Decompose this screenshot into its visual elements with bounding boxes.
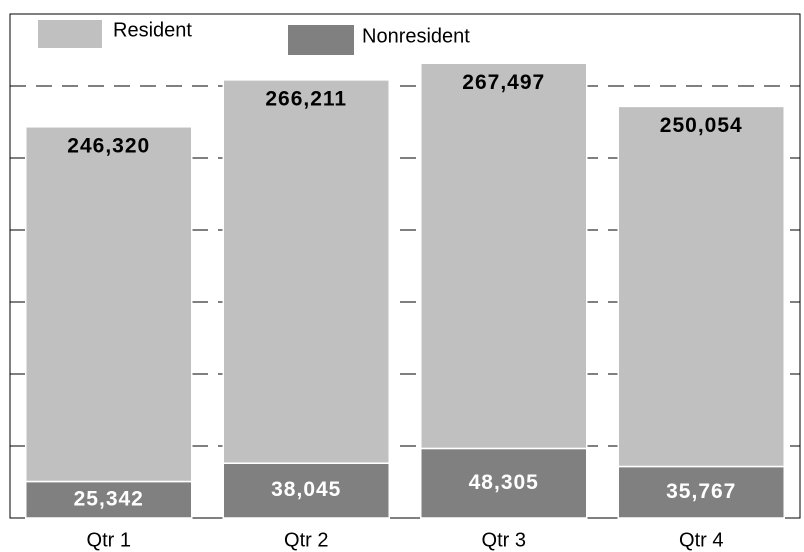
bar-segment xyxy=(222,79,390,464)
value-label: 250,054 xyxy=(660,114,743,137)
value-label: 25,342 xyxy=(74,487,144,510)
value-label: 266,211 xyxy=(265,87,347,110)
plot-frame xyxy=(9,13,801,519)
value-label: 48,305 xyxy=(469,471,539,494)
legend-swatch xyxy=(38,20,102,48)
value-label: 267,497 xyxy=(462,71,545,94)
legend-label: Resident xyxy=(113,19,192,41)
x-tick-label: Qtr 1 xyxy=(87,529,131,551)
x-tick-label: Qtr 4 xyxy=(679,529,723,551)
value-label: 35,767 xyxy=(666,480,736,503)
value-label: 246,320 xyxy=(67,134,150,157)
x-tick-label: Qtr 3 xyxy=(482,529,526,551)
legend-swatch xyxy=(288,25,354,55)
value-label: 38,045 xyxy=(271,478,341,501)
bar-segment xyxy=(25,126,193,483)
bar-segment xyxy=(25,480,193,519)
legend-label: Nonresident xyxy=(362,25,470,47)
bar-segment xyxy=(617,105,785,468)
bar-segment xyxy=(420,62,588,450)
x-tick-label: Qtr 2 xyxy=(284,529,328,551)
